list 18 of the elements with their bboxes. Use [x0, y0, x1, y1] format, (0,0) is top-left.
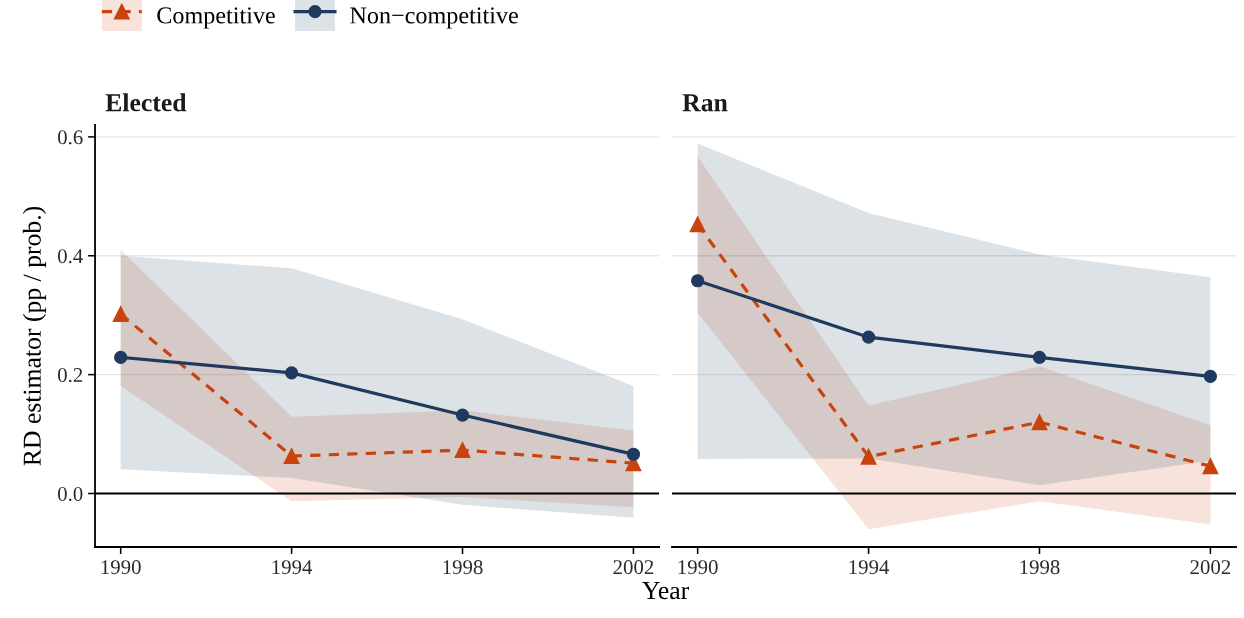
x-tick-label: 1994 [849, 560, 890, 575]
chart-title: Elected [105, 93, 187, 112]
x-tick-label: 1990 [101, 560, 141, 575]
y-axis-title: RD estimator (pp / prob.) [22, 206, 47, 466]
legend-label: Competitive [157, 7, 275, 29]
x-tick-label: 1994 [272, 560, 313, 575]
y-tick-label: 0.4 [57, 249, 83, 264]
x-tick-label: 1990 [678, 560, 718, 575]
legend-label: Non−competitive [350, 7, 518, 29]
x-tick-label: 1998 [443, 560, 483, 575]
y-tick-label: 0.6 [57, 130, 83, 145]
x-tick-label: 2002 [613, 560, 654, 575]
chart-title: Ran [682, 94, 728, 112]
x-tick-label: 1998 [1020, 560, 1060, 575]
x-tick-label: 2002 [1190, 560, 1231, 575]
x-axis-title: Year [642, 582, 689, 600]
y-tick-label: 0.0 [57, 486, 83, 502]
y-tick-label: 0.2 [57, 368, 83, 383]
